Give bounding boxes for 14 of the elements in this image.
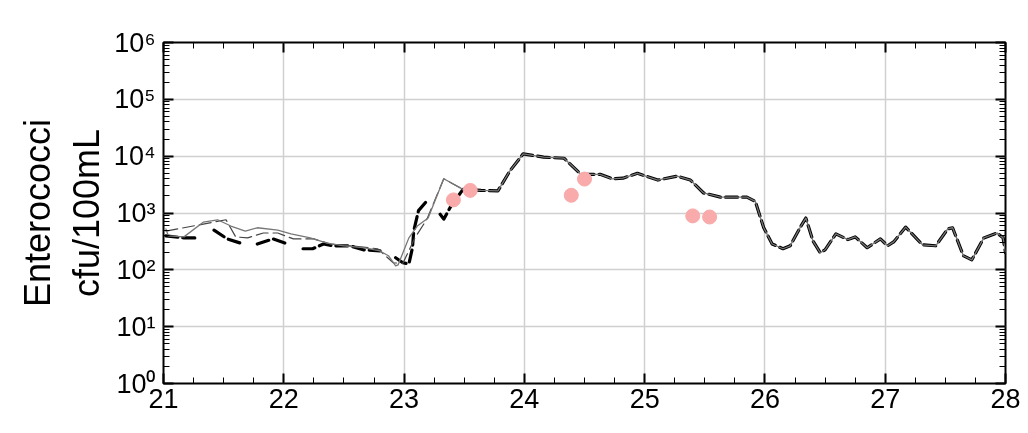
- x-tick-label: 24: [509, 383, 540, 414]
- x-tick-label: 28: [990, 383, 1021, 414]
- x-tick-label: 22: [268, 383, 299, 414]
- x-tick-label: 25: [629, 383, 660, 414]
- y-tick-label: 10²: [116, 254, 156, 285]
- y-tick-label: 10¹: [116, 311, 156, 342]
- x-tick-label: 26: [749, 383, 780, 414]
- x-tick-label: 23: [389, 383, 420, 414]
- y-tick-label: 10³: [116, 198, 156, 228]
- x-tick-label: 27: [870, 383, 901, 414]
- y-tick-label: 10⁶: [114, 27, 156, 58]
- y-axis-title: Enterococci cfu/100mL: [16, 118, 107, 308]
- y-tick-label: 10⁴: [113, 141, 156, 172]
- y-tick-label: 10⁵: [114, 84, 156, 115]
